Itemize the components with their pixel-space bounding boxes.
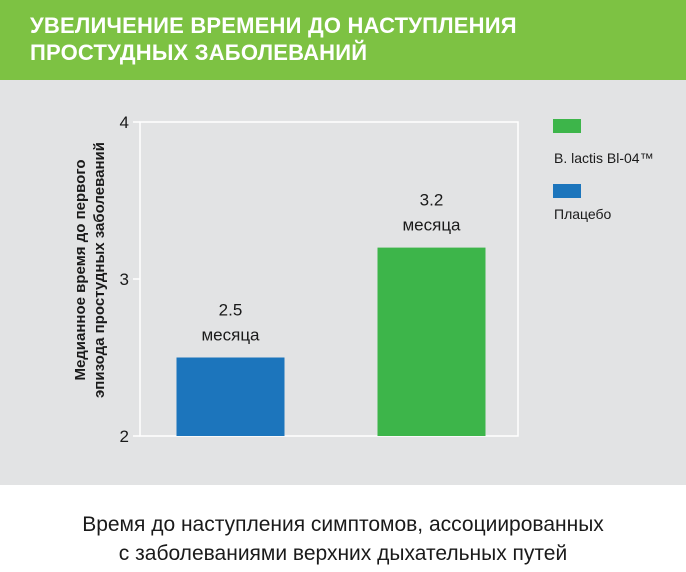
caption-line-1: Время до наступления симптомов, ассоциир… [82, 513, 604, 536]
title-line-2: ПРОСТУДНЫХ ЗАБОЛЕВАНИЙ [30, 40, 368, 65]
bar-unit-label: месяца [402, 216, 461, 235]
bar-bl04 [377, 247, 486, 436]
title-line-1: УВЕЛИЧЕНИЕ ВРЕМЕНИ ДО НАСТУПЛЕНИЯ [30, 13, 517, 38]
bar-value-label: 3.2 [420, 191, 444, 210]
y-tick-label-4: 4 [120, 113, 129, 132]
chart-panel [0, 80, 686, 485]
y-tick-label-3: 3 [120, 270, 129, 289]
y-axis-title-line-1: Медианное время до первого [72, 159, 89, 381]
legend-label-placebo: Плацебо [554, 206, 612, 222]
bar-placebo [176, 357, 285, 436]
caption-line-2: с заболеваниями верхних дыхательных путе… [118, 542, 568, 565]
bar-value-label: 2.5 [219, 301, 243, 320]
figure-caption: Время до наступления симптомов, ассоциир… [0, 510, 686, 568]
page-title: УВЕЛИЧЕНИЕ ВРЕМЕНИ ДО НАСТУПЛЕНИЯ ПРОСТУ… [30, 12, 517, 66]
header-banner: УВЕЛИЧЕНИЕ ВРЕМЕНИ ДО НАСТУПЛЕНИЯ ПРОСТУ… [0, 0, 686, 80]
legend-label-bl04: B. lactis Bl-04™ [554, 150, 654, 166]
legend-swatch-placebo [553, 184, 581, 198]
y-tick-label-2: 2 [120, 427, 129, 446]
y-axis-title: Медианное время до первого эпизода прост… [71, 142, 109, 398]
bar-unit-label: месяца [201, 326, 260, 345]
y-axis-title-line-2: эпизода простудных заболеваний [91, 142, 108, 398]
legend-swatch-bl04 [553, 119, 581, 133]
